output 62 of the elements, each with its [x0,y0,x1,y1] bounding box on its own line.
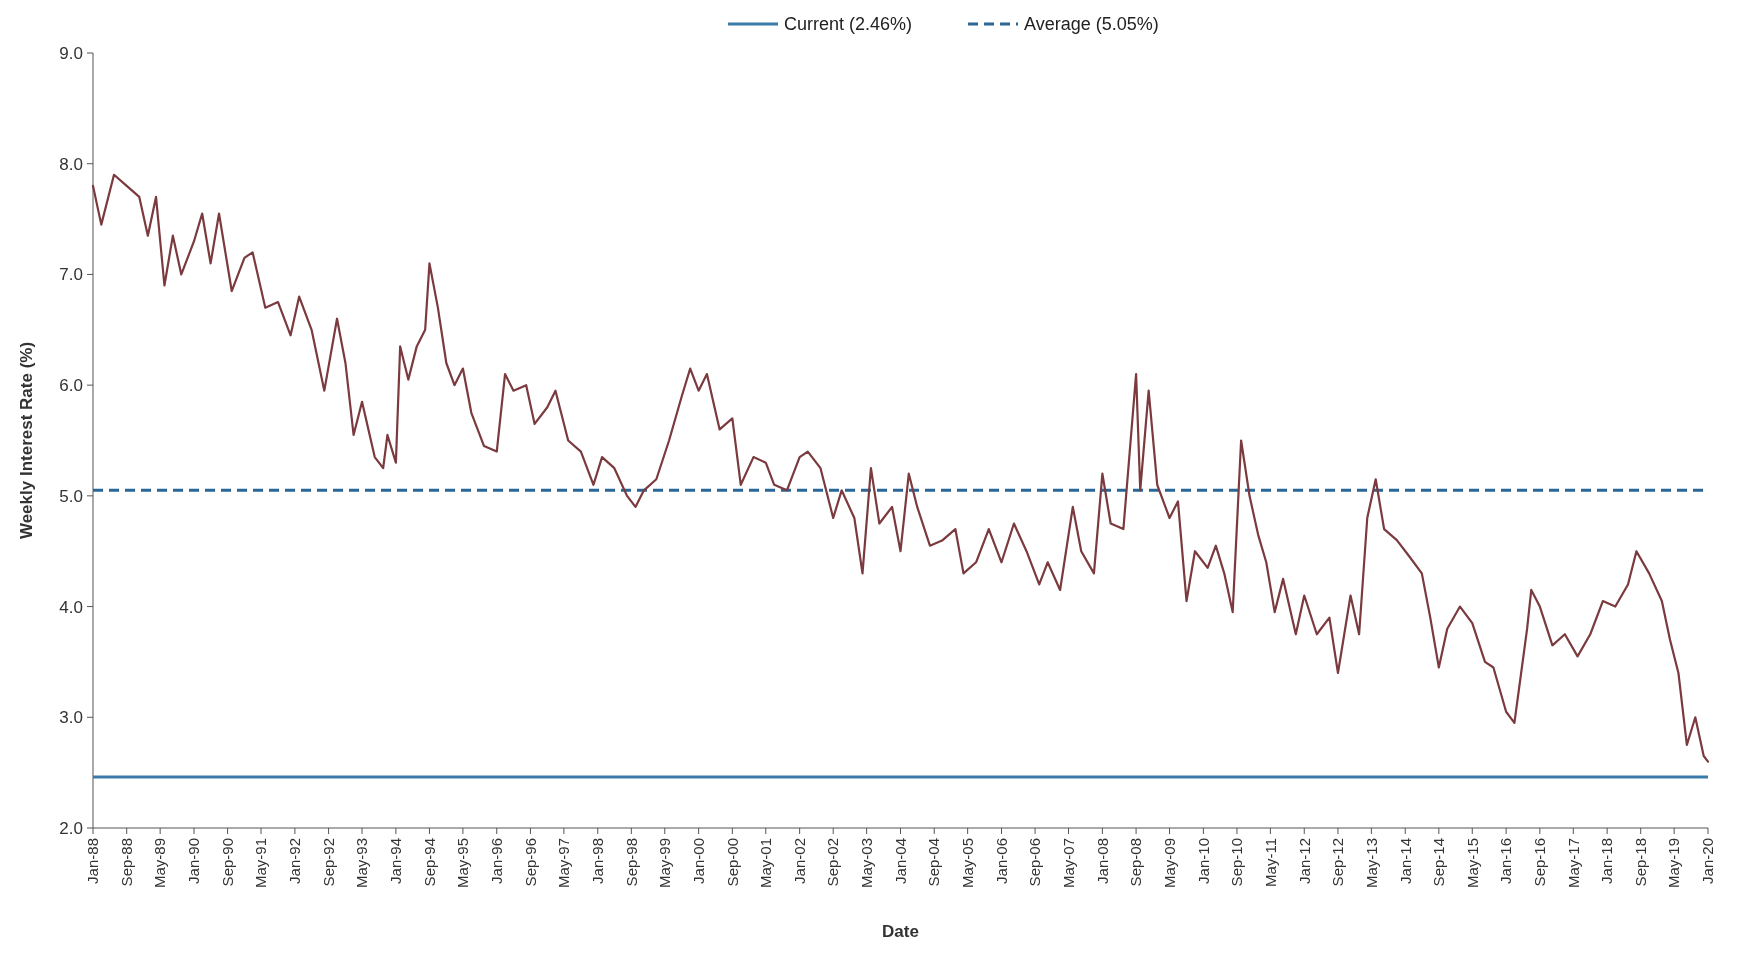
legend-label: Average (5.05%) [1024,14,1159,34]
y-tick-label: 6.0 [59,376,83,396]
x-tick-label: Jan-12 [1295,838,1313,884]
x-tick-label: Sep-18 [1631,838,1649,887]
x-tick-label: Sep-92 [319,838,337,887]
x-tick-label: May-15 [1463,838,1481,889]
x-tick-label: Sep-02 [824,838,842,887]
x-tick-label: Jan-92 [286,838,304,884]
x-tick-label: Sep-04 [925,838,943,887]
x-tick-label: May-09 [1160,838,1178,889]
x-tick-label: Sep-88 [117,838,135,887]
x-tick-label: May-05 [958,838,976,889]
x-tick-label: May-13 [1362,838,1380,889]
x-tick-label: Sep-00 [723,838,741,887]
x-tick-label: Sep-08 [1127,838,1145,887]
x-tick-label: Sep-06 [1026,838,1044,887]
y-tick-label: 7.0 [59,265,83,285]
x-tick-label: Sep-90 [218,838,236,887]
x-tick-label: Jan-06 [992,838,1010,884]
x-tick-label: May-07 [1059,838,1077,889]
line-series [91,173,1710,763]
x-tick-label: Jan-94 [387,838,405,884]
x-tick-label: May-93 [353,838,371,889]
y-tick-label: 4.0 [59,597,83,617]
y-tick-label: 5.0 [59,486,83,506]
x-tick-label: May-99 [656,838,674,889]
x-tick-label: Jan-16 [1497,838,1515,884]
x-tick-label: Sep-12 [1329,838,1347,887]
x-tick-label: Sep-96 [521,838,539,887]
x-tick-label: May-01 [757,838,775,889]
y-tick-label: 8.0 [59,154,83,174]
x-tick-label: Jan-00 [689,838,707,884]
x-tick-label: Jan-04 [891,838,909,884]
x-tick-label: Jan-90 [185,838,203,884]
x-tick-label: May-95 [454,838,472,889]
y-tick-label: 9.0 [59,43,83,63]
legend-label: Current (2.46%) [784,14,913,34]
x-tick-label: May-03 [857,838,875,889]
x-tick-label: May-11 [1261,838,1279,887]
x-tick-label: Jan-18 [1598,838,1616,884]
x-tick-label: Sep-14 [1430,838,1448,887]
x-axis-title: Date [882,922,919,941]
x-tick-label: May-97 [555,838,573,889]
x-tick-label: Sep-10 [1228,838,1246,887]
x-tick-label: Jan-96 [488,838,505,884]
y-axis-title: Weekly Interest Rate (%) [17,341,36,540]
x-tick-label: May-91 [252,838,270,889]
y-tick-label: 2.0 [59,818,83,838]
x-tick-label: May-89 [151,838,169,889]
y-tick-label: 3.0 [59,708,83,728]
x-tick-label: Jan-08 [1093,838,1111,884]
x-tick-label: Jan-98 [589,838,607,884]
x-tick-label: Sep-16 [1531,838,1549,887]
x-tick-label: Jan-02 [790,838,808,884]
x-tick-label: Sep-94 [420,838,438,887]
x-tick-label: Jan-20 [1699,838,1717,884]
x-tick-label: May-17 [1564,838,1582,889]
x-tick-label: Jan-10 [1194,838,1212,884]
x-tick-label: Sep-98 [622,838,640,887]
x-tick-label: May-19 [1665,838,1683,889]
x-tick-label: Jan-88 [84,838,102,884]
x-tick-label: Jan-14 [1396,838,1414,884]
